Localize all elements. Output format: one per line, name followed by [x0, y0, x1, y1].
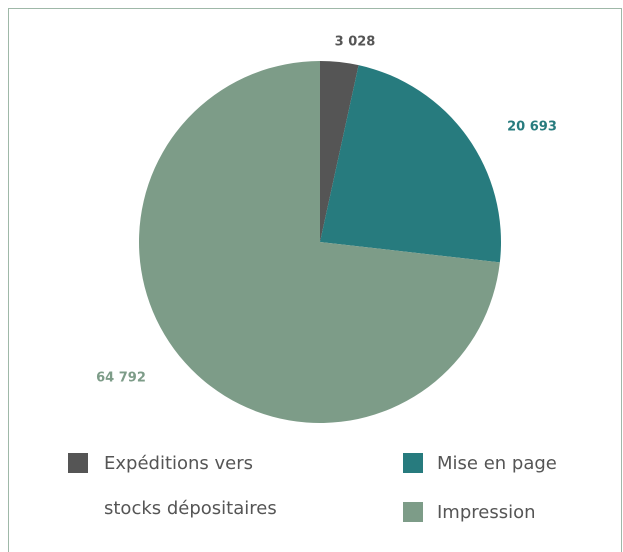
- legend-swatch: [403, 453, 423, 473]
- legend-swatch: [403, 502, 423, 522]
- value-label: 20 693: [507, 120, 557, 135]
- value-label: 64 792: [96, 371, 146, 386]
- legend-label: Mise en page: [437, 453, 557, 474]
- value-label: 3 028: [335, 35, 376, 50]
- pie-slice: [320, 61, 359, 242]
- frame: [8, 8, 622, 552]
- legend-label: Expéditions vers stocks dépositaires: [104, 453, 277, 519]
- pie-slice: [139, 61, 500, 424]
- legend-swatch: [68, 453, 88, 473]
- pie-slice: [320, 65, 501, 263]
- legend-label: Impression: [437, 502, 536, 523]
